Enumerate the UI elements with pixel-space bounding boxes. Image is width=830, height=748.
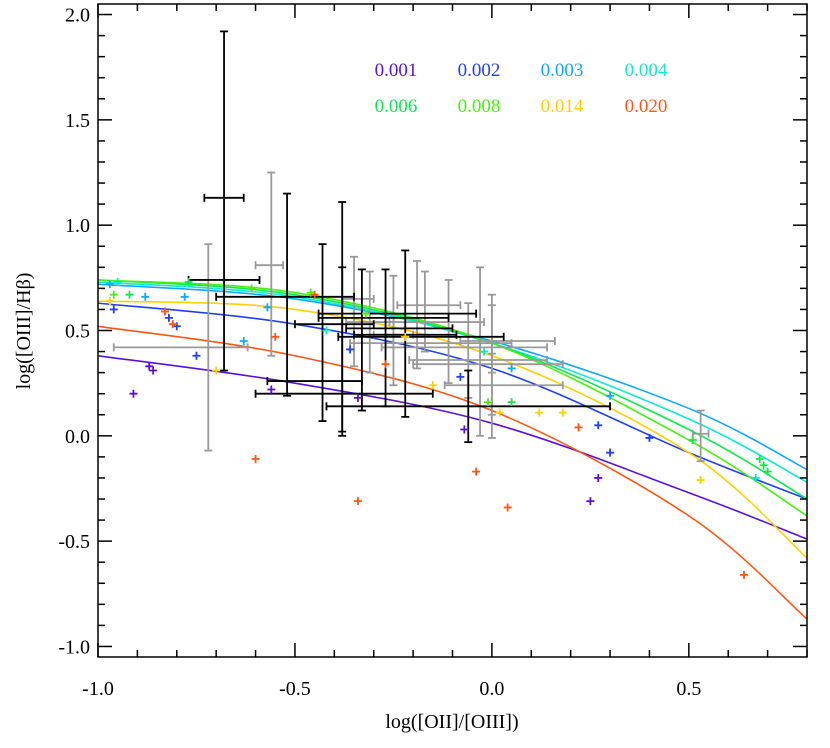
data-point-0.008 xyxy=(247,284,256,293)
legend-entry-0.001: 0.001 xyxy=(375,60,418,81)
axes: -1.0 -0.5 0.0 0.5 -1.0 -0.5 0.0 0.5 1.0 1.5 2.0 xyxy=(58,3,808,700)
legend-entry-0.020: 0.020 xyxy=(625,96,668,117)
legend-entry-0.002: 0.002 xyxy=(458,60,501,81)
data-point-0.001 xyxy=(129,389,138,398)
data-point-0.001 xyxy=(586,497,595,506)
data-point-0.008 xyxy=(483,398,492,407)
data-point-0.020 xyxy=(472,467,481,476)
error-bars xyxy=(112,30,710,463)
data-point-0.003 xyxy=(239,337,248,346)
data-point-0.020 xyxy=(739,570,748,579)
model-curve-0.002 xyxy=(97,302,808,500)
x-tick-label: -1.0 xyxy=(82,678,114,700)
data-point-0.003 xyxy=(141,292,150,301)
data-point-0.003 xyxy=(263,303,272,312)
data-point-0.006 xyxy=(507,398,516,407)
data-point-0.014 xyxy=(495,408,504,417)
data-point-0.014 xyxy=(212,366,221,375)
data-point-0.008 xyxy=(109,290,118,299)
y-tick-label: 1.0 xyxy=(65,215,90,237)
data-point-0.020 xyxy=(251,454,260,463)
x-tick-label: 0.5 xyxy=(676,678,701,700)
black-error-point xyxy=(254,266,434,433)
model-curve-0.001 xyxy=(97,354,808,540)
x-tick-label: 0.0 xyxy=(479,678,504,700)
black-error-point xyxy=(325,369,611,444)
black-error-point xyxy=(294,268,375,412)
data-point-0.020 xyxy=(271,332,280,341)
black-error-point xyxy=(345,268,454,408)
y-tick-label: -1.0 xyxy=(58,636,90,658)
data-point-0.001 xyxy=(145,362,154,371)
data-point-0.001 xyxy=(267,385,276,394)
legend: 0.001 0.002 0.003 0.004 0.006 0.008 0.014 0.020 xyxy=(375,60,668,117)
data-point-0.002 xyxy=(164,313,173,322)
data-point-0.001 xyxy=(149,366,158,375)
model-curve-0.003 xyxy=(97,283,808,471)
data-point-0.020 xyxy=(353,497,362,506)
data-point-0.020 xyxy=(310,290,319,299)
data-point-0.006 xyxy=(688,436,697,445)
data-point-0.006 xyxy=(125,290,134,299)
data-point-0.014 xyxy=(558,408,567,417)
data-point-0.004 xyxy=(322,326,331,335)
data-point-0.003 xyxy=(180,292,189,301)
data-point-0.014 xyxy=(401,332,410,341)
data-point-0.020 xyxy=(168,320,177,329)
gray-error-point xyxy=(691,409,710,463)
y-tick-label: 1.5 xyxy=(65,110,90,132)
data-point-0.006 xyxy=(184,278,193,287)
data-point-0.004 xyxy=(480,347,489,356)
data-point-0.020 xyxy=(160,307,169,316)
data-point-0.004 xyxy=(113,278,122,287)
data-point-0.014 xyxy=(696,476,705,485)
data-point-0.006 xyxy=(759,461,768,470)
gray-error-point xyxy=(254,171,285,357)
data-point-0.014 xyxy=(428,381,437,390)
data-point-0.020 xyxy=(574,423,583,432)
data-point-0.002 xyxy=(346,345,355,354)
legend-entry-0.008: 0.008 xyxy=(458,96,501,117)
gray-error-point xyxy=(396,270,462,353)
y-axis-label: log([OIII]/Hβ) xyxy=(13,273,35,390)
data-point-0.001 xyxy=(353,393,362,402)
data-point-0.014 xyxy=(105,297,114,306)
data-point-0.002 xyxy=(606,448,615,457)
black-error-point xyxy=(215,192,355,397)
data-points xyxy=(105,278,772,579)
data-point-0.003 xyxy=(606,391,615,400)
data-point-0.003 xyxy=(507,364,516,373)
data-point-0.002 xyxy=(192,351,201,360)
data-point-0.002 xyxy=(645,433,654,442)
data-point-0.020 xyxy=(381,360,390,369)
data-point-0.002 xyxy=(594,421,603,430)
y-tick-label: 0.0 xyxy=(65,426,90,448)
legend-entry-0.003: 0.003 xyxy=(541,60,584,81)
data-point-0.002 xyxy=(109,305,118,314)
data-point-0.020 xyxy=(503,503,512,512)
x-tick-label: -0.5 xyxy=(279,678,311,700)
data-point-0.001 xyxy=(594,473,603,482)
data-point-0.006 xyxy=(763,467,772,476)
data-point-0.004 xyxy=(751,473,760,482)
gray-error-point xyxy=(112,243,249,452)
data-point-0.006 xyxy=(755,454,764,463)
data-point-0.008 xyxy=(361,309,370,318)
legend-entry-0.014: 0.014 xyxy=(541,96,584,117)
legend-entry-0.006: 0.006 xyxy=(375,96,418,117)
gray-error-point xyxy=(443,352,564,416)
black-error-point xyxy=(317,313,450,322)
black-error-point xyxy=(203,30,245,372)
legend-entry-0.004: 0.004 xyxy=(625,60,668,81)
data-point-0.001 xyxy=(460,425,469,434)
x-axis-label: log([OII]/[OIII]) xyxy=(385,711,518,733)
y-tick-label: 2.0 xyxy=(65,5,90,27)
y-tick-label: 0.5 xyxy=(65,321,90,343)
data-point-0.002 xyxy=(456,372,465,381)
data-point-0.014 xyxy=(535,408,544,417)
data-point-0.003 xyxy=(105,280,114,289)
y-tick-label: -0.5 xyxy=(58,531,90,553)
